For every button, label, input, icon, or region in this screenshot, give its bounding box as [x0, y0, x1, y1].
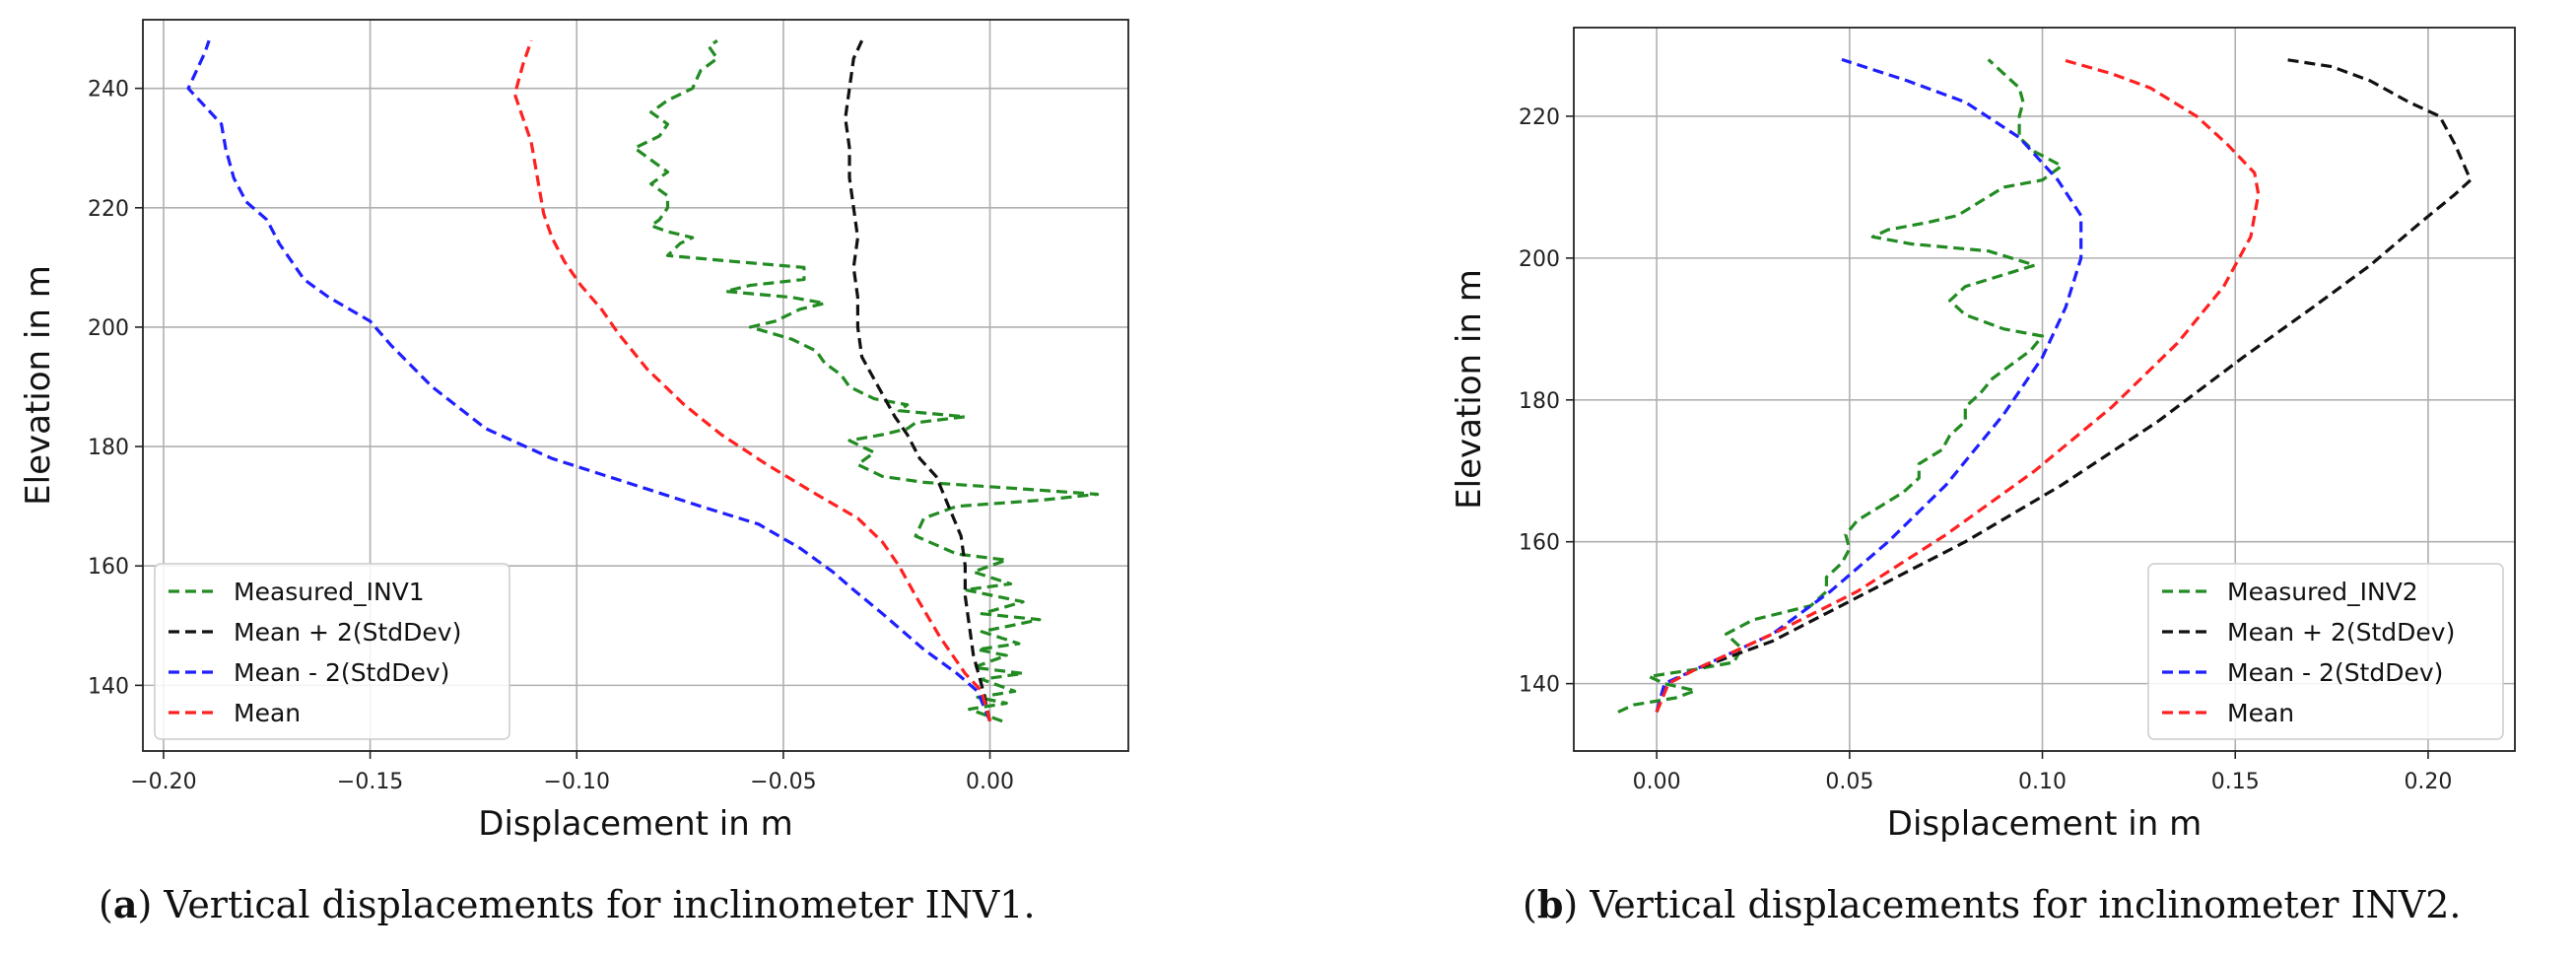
- y-tick-label: 240: [88, 78, 129, 102]
- y-tick-label: 220: [1519, 105, 1560, 130]
- x-tick-label: −0.15: [337, 770, 403, 794]
- plot-frame: [142, 19, 1129, 752]
- x-axis-label: Displacement in m: [1887, 804, 2202, 844]
- caption-b: (b) Vertical displacements for inclinome…: [1523, 882, 2462, 926]
- series-line-2: [1655, 57, 2083, 713]
- y-tick-label: 200: [88, 316, 129, 341]
- series-line-1: [844, 39, 992, 722]
- caption-a-text: Vertical displacements for inclinometer …: [164, 883, 1036, 926]
- plot-frame: [1573, 27, 2516, 752]
- x-axis-label: Displacement in m: [478, 804, 792, 844]
- x-tick-label: −0.10: [544, 770, 610, 794]
- x-tick-label: −0.05: [750, 770, 816, 794]
- y-tick-label: 140: [1519, 673, 1560, 698]
- x-tick-label: 0.00: [966, 770, 1014, 794]
- series-line-3: [512, 39, 992, 722]
- series-line-1: [1655, 57, 2473, 714]
- legend-label-2: Mean - 2(StdDev): [234, 658, 449, 687]
- caption-a: (a) Vertical displacements for inclinome…: [99, 882, 1036, 926]
- series-line-0: [1617, 58, 2064, 714]
- y-tick-label: 220: [88, 197, 129, 222]
- y-tick-label: 160: [1519, 531, 1560, 556]
- legend-label-0: Measured_INV2: [2227, 578, 2418, 606]
- y-tick-label: 140: [88, 674, 129, 699]
- x-tick-label: 0.00: [1633, 770, 1681, 794]
- caption-b-text: Vertical displacements for inclinometer …: [1590, 883, 2462, 926]
- series-line-3: [1655, 57, 2261, 714]
- legend-label-3: Mean: [2227, 699, 2294, 727]
- x-tick-label: 0.10: [2018, 770, 2067, 794]
- legend-label-0: Measured_INV1: [234, 578, 425, 606]
- x-tick-label: −0.20: [130, 770, 196, 794]
- legend: Measured_INV1 Mean + 2(StdDev) Mean - 2(St…: [154, 563, 510, 740]
- chart-inv1: −0.20 −0.15 −0.10 −0.05 0.00 140 160 180 200 220 2…: [19, 19, 1129, 844]
- chart-inv2: 0.00 0.05 0.10 0.15 0.20 140 160 180 200 220 Displ…: [1450, 27, 2516, 844]
- series-line-2: [186, 39, 991, 722]
- legend-box: [2147, 563, 2504, 740]
- series-line-0: [633, 38, 1100, 723]
- caption-b-label: b: [1536, 882, 1564, 926]
- legend-label-1: Mean + 2(StdDev): [234, 618, 461, 647]
- x-tick-label: 0.20: [2404, 770, 2452, 794]
- legend-label-2: Mean - 2(StdDev): [2227, 658, 2443, 687]
- y-tick-label: 180: [1519, 389, 1560, 414]
- caption-a-label: a: [112, 882, 138, 926]
- legend-label-3: Mean: [234, 699, 301, 727]
- y-axis-label: Elevation in m: [1450, 269, 1489, 510]
- legend: Measured_INV2 Mean + 2(StdDev) Mean - 2(St…: [2147, 563, 2504, 740]
- grid: [1574, 28, 2515, 751]
- legend-label-1: Mean + 2(StdDev): [2227, 618, 2455, 647]
- y-tick-label: 180: [88, 436, 129, 460]
- y-tick-label: 160: [88, 555, 129, 580]
- legend-box: [154, 563, 510, 740]
- y-tick-label: 200: [1519, 247, 1560, 272]
- x-tick-label: 0.05: [1825, 770, 1873, 794]
- x-tick-label: 0.15: [2211, 770, 2260, 794]
- y-axis-label: Elevation in m: [19, 265, 58, 506]
